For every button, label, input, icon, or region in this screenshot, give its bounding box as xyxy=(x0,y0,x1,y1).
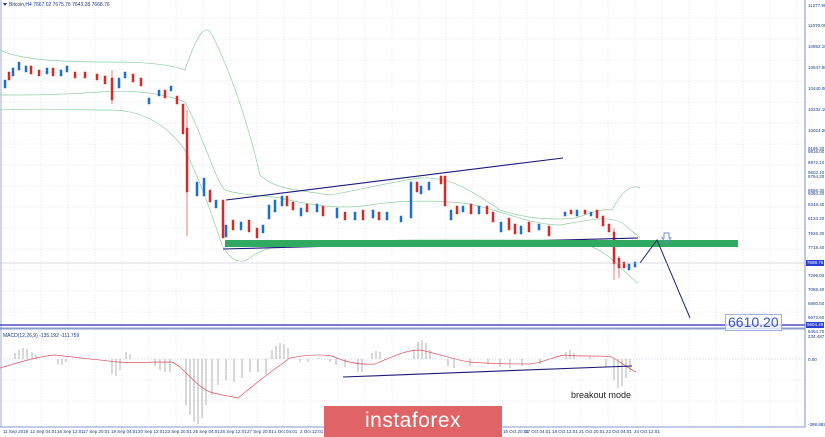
trendlines xyxy=(222,157,639,250)
macd-axis-label: 0.00 xyxy=(808,357,817,362)
level-price-tag: 6604.49 xyxy=(806,322,825,328)
axis-frame xyxy=(0,0,806,428)
projection-path xyxy=(639,238,691,319)
price-label: 7296.00 xyxy=(808,273,825,278)
price-label: 10647.90 xyxy=(808,65,825,70)
macd-header: MACD(12,26,9) -135.192 -111.759 xyxy=(3,333,80,339)
time-label: 16 Sep 12:01 xyxy=(57,429,84,434)
price-label: 8134.20 xyxy=(808,216,825,221)
time-label: 17 Sep 20:01 xyxy=(83,429,110,434)
macd-axis-label: -398.882 xyxy=(808,422,825,427)
grid xyxy=(0,0,805,427)
macd-axis-label: 234.487 xyxy=(808,334,825,339)
price-label: 11277.90 xyxy=(808,3,825,8)
time-label: 20 Sep 12:01 xyxy=(138,429,165,434)
price-label: 7718.40 xyxy=(808,245,825,250)
time-label: 22 Oct 04:01 xyxy=(606,429,632,434)
time-label: 24 Oct 12:01 xyxy=(634,429,660,434)
time-label: 26 Sep 12:01 xyxy=(220,429,247,434)
instaforex-watermark: instaforex xyxy=(324,406,502,437)
time-label: 12 Sep 04:01 xyxy=(30,429,57,434)
time-label: 25 Sep 04:01 xyxy=(193,429,220,434)
current-price-tag: 7668.76 xyxy=(806,260,825,266)
price-label: 6464.70 xyxy=(808,329,825,334)
price-label: 7088.40 xyxy=(808,287,825,292)
price-label: 8348.40 xyxy=(808,202,825,207)
price-label: 6672.60 xyxy=(808,315,825,320)
down-arrow-icon xyxy=(660,232,673,244)
price-label: 9186.30 xyxy=(808,146,825,151)
time-label: 16 Oct 20:01 xyxy=(503,429,529,434)
price-label: 9816.00 xyxy=(808,149,825,154)
time-label: 19 Sep 04:01 xyxy=(111,429,138,434)
time-label: 21 Oct 20:01 xyxy=(579,429,605,434)
macd-signal-line xyxy=(0,349,637,399)
price-label: 9602.10 xyxy=(808,170,825,175)
price-label: 10862.10 xyxy=(808,44,825,49)
time-label: 23 Sep 20:01 xyxy=(165,429,192,434)
support-zone xyxy=(225,240,738,247)
time-label: 27 Sep 20:01 xyxy=(247,429,274,434)
macd-trendline xyxy=(342,365,633,378)
price-label: 10440.00 xyxy=(808,86,825,91)
breakout-mode-annotation: breakout mode xyxy=(571,390,632,400)
time-label: 1 Oct 04:01 xyxy=(274,429,298,434)
price-label: 11070.00 xyxy=(808,23,825,28)
price-label: 10024.20 xyxy=(808,128,825,133)
time-label: 17 Oct 04:01 xyxy=(525,429,551,434)
price-label: 8556.30 xyxy=(808,188,825,193)
price-label: 9394.20 xyxy=(808,191,825,196)
candlesticks xyxy=(3,61,637,280)
price-label: 10232.10 xyxy=(808,107,825,112)
upper-trendline xyxy=(225,157,564,201)
price-label: 8972.10 xyxy=(808,160,825,165)
collapse-triangle-icon[interactable] xyxy=(3,3,7,7)
symbol-ohlc-text: Bitcoin,H4 7667.02 7675.76 7643.28 7668.… xyxy=(9,2,110,8)
symbol-header: Bitcoin,H4 7667.02 7675.76 7643.28 7668.… xyxy=(3,2,110,8)
time-label: 18 Oct 12:01 xyxy=(552,429,578,434)
price-label: 6880.50 xyxy=(808,301,825,306)
price-label: 8764.20 xyxy=(808,174,825,179)
price-label: 7926.30 xyxy=(808,231,825,236)
target-price-annotation: 6610.20 xyxy=(725,314,782,331)
time-label: 11 Sep 2019 xyxy=(3,429,29,434)
time-label: 2 Oct 12:01 xyxy=(300,429,324,434)
macd-histogram xyxy=(14,340,631,424)
